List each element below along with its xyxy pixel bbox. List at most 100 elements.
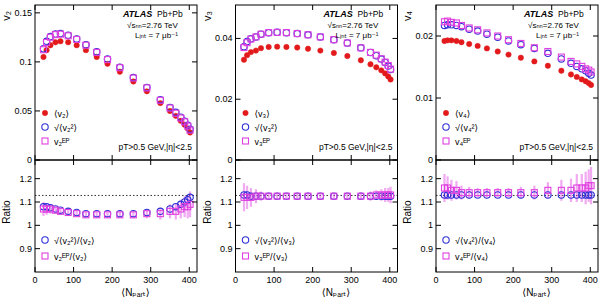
data-point xyxy=(545,50,551,56)
plot-area xyxy=(441,167,594,204)
y-tick xyxy=(236,99,241,100)
x-tick xyxy=(312,267,313,272)
data-point xyxy=(495,192,501,198)
y-tick xyxy=(436,225,441,226)
data-point xyxy=(466,190,472,196)
data-point xyxy=(317,34,323,40)
x-tick xyxy=(436,5,437,10)
y-tick xyxy=(192,202,197,203)
data-point xyxy=(305,193,311,199)
data-point xyxy=(568,187,574,193)
frame xyxy=(35,5,197,160)
data-point xyxy=(244,194,250,200)
data-point xyxy=(130,75,136,81)
data-point xyxy=(388,77,393,82)
data-point xyxy=(388,192,394,198)
x-tick xyxy=(35,160,36,165)
frame xyxy=(436,160,598,272)
error-bar xyxy=(307,194,309,199)
x-axis-label: ⟨Nₚₐᵣₜ⟩ xyxy=(322,287,350,298)
data-point xyxy=(531,190,537,196)
data-point xyxy=(117,65,123,71)
legend-label: ⟨v₃⟩ xyxy=(255,109,270,119)
data-point xyxy=(344,193,350,199)
x-tick xyxy=(235,5,236,10)
data-point xyxy=(385,62,391,68)
y-tick xyxy=(393,225,398,226)
x-tick xyxy=(474,160,475,165)
x-tick xyxy=(150,155,151,160)
y-tick xyxy=(593,98,598,99)
data-point xyxy=(545,49,551,55)
data-point xyxy=(104,56,110,62)
y-tick xyxy=(35,225,40,226)
data-point xyxy=(83,41,89,47)
x-tick xyxy=(73,155,74,160)
x-tick-label: 400 xyxy=(382,275,397,285)
x-tick-label: 300 xyxy=(344,275,359,285)
data-point xyxy=(130,212,136,218)
annotation: pT>0.5 GeV,|η|<2.5 xyxy=(319,142,393,152)
data-point xyxy=(545,187,551,193)
annotation: Pb+Pb xyxy=(558,9,584,19)
data-point xyxy=(283,29,289,35)
data-point xyxy=(474,192,480,198)
legend: √⟨v₃²⟩/⟨v₃⟩v₃ᴱᴾ/⟨v₃⟩ xyxy=(242,236,295,262)
legend-label: v₄ᴱᴾ xyxy=(455,137,471,147)
y-axis-label: v₂ xyxy=(0,11,12,21)
data-point xyxy=(387,66,393,72)
data-point xyxy=(532,59,537,64)
data-point xyxy=(459,40,464,45)
y-tick xyxy=(236,38,241,39)
x-tick xyxy=(189,160,190,165)
y-tick-label: 0.01 xyxy=(415,93,433,103)
data-point xyxy=(65,32,71,38)
data-point xyxy=(317,34,323,40)
x-tick xyxy=(551,155,552,160)
data-point xyxy=(274,44,279,49)
x-tick xyxy=(474,155,475,160)
data-point xyxy=(331,50,336,55)
error-bar xyxy=(255,189,257,203)
plot-area xyxy=(40,192,193,220)
x-tick-label: 400 xyxy=(583,275,598,285)
annotation: Lᵢₙₜ = 7 μb⁻¹ xyxy=(536,31,579,40)
plot-area xyxy=(441,18,594,88)
y-tick-label: 0.9 xyxy=(420,244,433,254)
annotation: ATLAS xyxy=(323,9,353,19)
annotation: ATLAS xyxy=(122,9,152,19)
error-bar xyxy=(268,193,270,200)
data-point xyxy=(331,193,337,199)
plot-area xyxy=(241,29,394,82)
data-point xyxy=(117,210,123,216)
x-tick xyxy=(73,5,74,10)
x-tick xyxy=(112,5,113,10)
y-tick xyxy=(192,248,197,249)
x-tick xyxy=(590,5,591,10)
error-bar xyxy=(520,187,522,199)
y-tick-label: 0 xyxy=(27,155,32,165)
x-tick xyxy=(389,155,390,160)
data-point xyxy=(475,43,480,48)
data-point xyxy=(130,74,136,80)
y-tick xyxy=(236,248,241,249)
legend-marker xyxy=(42,110,47,115)
annotation: ATLAS xyxy=(523,9,553,19)
data-point xyxy=(358,45,364,51)
data-point xyxy=(368,49,374,55)
x-tick xyxy=(436,155,437,160)
data-point xyxy=(187,127,193,133)
x-tick xyxy=(474,5,475,10)
y-tick-label: 0.02 xyxy=(215,94,233,104)
data-point xyxy=(40,47,46,53)
data-point xyxy=(94,210,100,216)
data-point xyxy=(454,38,459,43)
data-point xyxy=(178,114,184,120)
legend-marker xyxy=(42,124,48,130)
data-point xyxy=(385,192,391,198)
legend: ⟨v₄⟩√⟨v₄²⟩v₄ᴱᴾ xyxy=(443,109,478,147)
data-point xyxy=(586,183,592,189)
data-point xyxy=(73,209,79,215)
y-tick xyxy=(192,110,197,111)
data-point xyxy=(505,192,511,198)
